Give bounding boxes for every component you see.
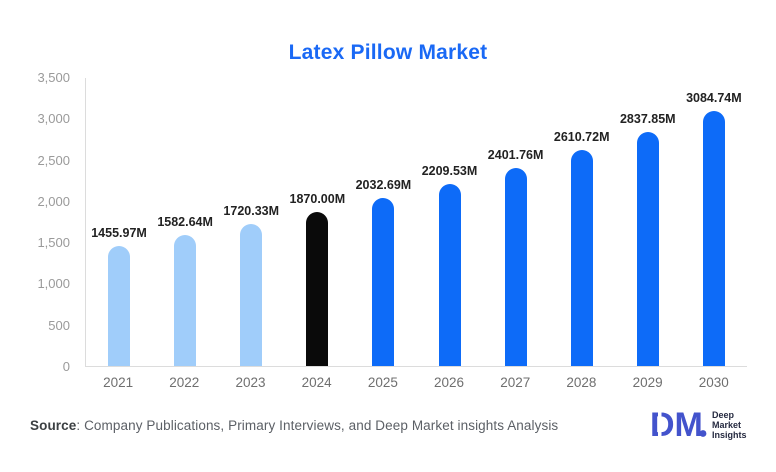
bar-value-label-2026: 2209.53M: [421, 164, 478, 178]
bar-slot-2023: 1720.33M: [218, 204, 284, 366]
y-tick-label: 0: [62, 359, 70, 374]
x-axis-label-2022: 2022: [169, 375, 200, 390]
bar-2026[interactable]: [438, 184, 461, 366]
y-tick-label: 1,500: [37, 235, 70, 251]
y-tick-label: 500: [48, 317, 70, 333]
y-tick-label: 2,500: [37, 152, 70, 168]
bar-slot-2024: 1870.00M: [284, 192, 350, 366]
bar-slot-2027: 2401.76M: [483, 148, 549, 366]
x-axis-label-2029: 2029: [632, 375, 663, 390]
bar-slot-2022: 1582.64M: [152, 215, 218, 366]
dm-logo-mark: DM: [650, 406, 707, 444]
bar-value-label-2023: 1720.33M: [223, 204, 280, 218]
x-axis-label-2023: 2023: [235, 375, 266, 390]
x-axis-label-2028: 2028: [566, 375, 597, 390]
logo-mark-dot: [699, 430, 707, 437]
bar-2023[interactable]: [240, 224, 263, 366]
bar-slot-2030: 3084.74M: [681, 91, 747, 366]
logo-word-insights: Insights: [712, 430, 747, 440]
bar-value-label-2027: 2401.76M: [487, 148, 544, 162]
logo-mark-text: DM: [650, 406, 703, 444]
logo-word-market: Market: [712, 420, 741, 430]
deep-market-insights-logo: DM Deep Market Insights: [650, 406, 747, 444]
source-label: Source: [30, 417, 77, 433]
bar-2025[interactable]: [372, 198, 395, 366]
bar-slot-2026: 2209.53M: [417, 164, 483, 366]
y-axis: 0 500 1,000 1,500 2,000 2,500 3,000 3,500: [0, 70, 78, 374]
plot-area: 1455.97M 1582.64M 1720.33M 1870.00M 2032.69M…: [85, 78, 747, 367]
bar-value-label-2024: 1870.00M: [289, 192, 346, 206]
logo-wordmark: Deep Market Insights: [712, 410, 747, 440]
x-axis-label-2026: 2026: [434, 375, 465, 390]
source-text: : Company Publications, Primary Intervie…: [76, 417, 559, 433]
bar-slot-2029: 2837.85M: [615, 112, 681, 366]
bar-value-label-2025: 2032.69M: [355, 178, 412, 192]
bar-series: 1455.97M 1582.64M 1720.33M 1870.00M 2032.69M…: [86, 78, 747, 366]
logo-mark-slit: [658, 406, 662, 440]
y-tick-label: 2,000: [37, 193, 70, 209]
bar-2028[interactable]: [570, 150, 593, 366]
bar-slot-2025: 2032.69M: [350, 178, 416, 366]
x-axis-label-2021: 2021: [103, 375, 134, 390]
bar-2027[interactable]: [504, 168, 527, 366]
bar-value-label-2030: 3084.74M: [686, 91, 742, 105]
x-axis: 2021 2022 2023 2024 2025 2026 2027 2028 2029 2030: [85, 375, 747, 390]
bar-2030[interactable]: [702, 111, 725, 366]
bar-value-label-2022: 1582.64M: [157, 215, 213, 229]
x-axis-label-2024: 2024: [301, 375, 332, 390]
logo-word-deep: Deep: [712, 410, 735, 420]
bar-slot-2028: 2610.72M: [549, 130, 615, 366]
x-axis-label-2027: 2027: [500, 375, 531, 390]
bar-value-label-2028: 2610.72M: [553, 130, 610, 144]
y-tick-label: 1,000: [37, 276, 70, 292]
chart-footer: Source: Company Publications, Primary In…: [30, 400, 762, 450]
bar-value-label-2029: 2837.85M: [619, 112, 676, 126]
source-note: Source: Company Publications, Primary In…: [30, 418, 558, 433]
bar-slot-2021: 1455.97M: [86, 226, 152, 366]
bar-value-label-2021: 1455.97M: [91, 226, 147, 240]
bar-2024[interactable]: [306, 212, 329, 366]
y-tick-label: 3,500: [37, 70, 70, 85]
bar-2029[interactable]: [636, 132, 659, 366]
chart-title: Latex Pillow Market: [288, 41, 488, 64]
bar-2022[interactable]: [174, 235, 197, 366]
x-axis-label-2030: 2030: [698, 375, 729, 390]
bar-2021[interactable]: [108, 246, 131, 366]
x-axis-label-2025: 2025: [367, 375, 398, 390]
y-tick-label: 3,000: [37, 111, 70, 127]
